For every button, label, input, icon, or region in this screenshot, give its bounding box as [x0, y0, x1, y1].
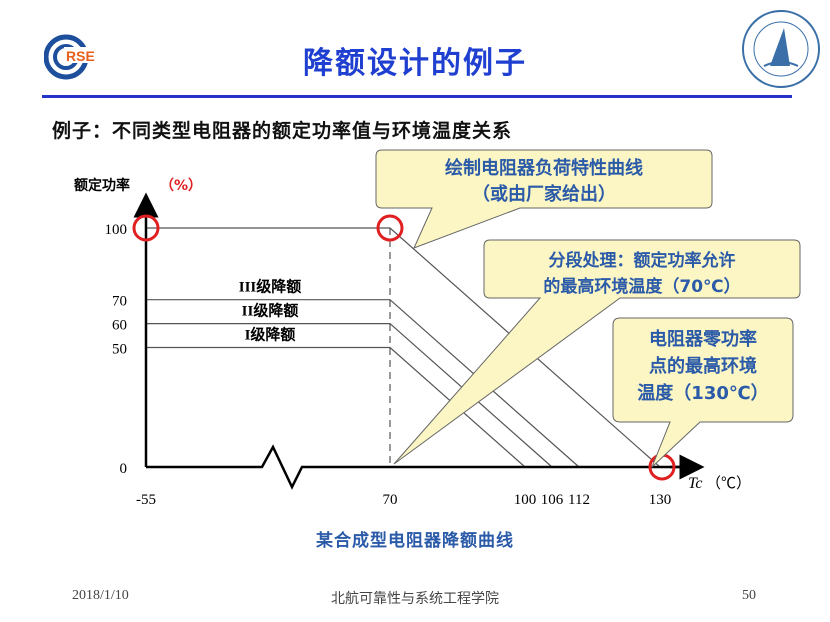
y-tick-labels: 100 70 60 50 0: [105, 222, 128, 477]
series-label: III级降额: [239, 278, 302, 296]
callout-text: 电阻器零功率: [649, 328, 757, 350]
y-tick-label: 100: [105, 222, 128, 238]
callout-text: 温度（130℃）: [637, 382, 768, 404]
x-tick-label: 130: [649, 492, 672, 508]
series-label: I级降额: [245, 326, 296, 344]
x-axis-label: Tc: [688, 475, 703, 492]
y-axis-unit: （%）: [160, 178, 202, 194]
series-line: [146, 346, 526, 468]
callout-curve: 绘制电阻器负荷特性曲线 （或由厂家给出）: [375, 149, 713, 249]
callout-text: 分段处理：额定功率允许: [549, 250, 736, 271]
callout-text: 的最高环境温度（70℃）: [543, 276, 740, 297]
x-axis-unit: （℃）: [706, 475, 751, 492]
svg-text:RSE: RSE: [66, 48, 95, 64]
footer-org: 北航可靠性与系统工程学院: [331, 592, 499, 607]
series-labels: III级降额 II级降额 I级降额: [239, 278, 302, 344]
x-tick-label: -55: [136, 492, 156, 508]
x-tick-labels: -55 70 100 106 112 130: [136, 492, 671, 508]
y-axis-label: 额定功率: [74, 177, 130, 194]
x-tick-label: 106: [541, 492, 564, 508]
x-tick-label: 100: [514, 492, 537, 508]
callout-text: （或由厂家给出）: [472, 183, 616, 205]
logo-rse: RSE: [43, 32, 106, 82]
callout-text: 绘制电阻器负荷特性曲线: [445, 157, 643, 179]
callout-text: 点的最高环境: [649, 355, 757, 377]
x-axis-with-break: [146, 444, 680, 490]
series-label: II级降额: [242, 302, 299, 320]
series-line: [146, 323, 553, 468]
callout-zero-power: 电阻器零功率 点的最高环境 温度（130℃）: [612, 317, 794, 468]
title-divider: [42, 95, 792, 98]
logo-beihang: [740, 8, 822, 90]
y-tick-label: 0: [120, 461, 128, 477]
slide-title: 降额设计的例子: [303, 46, 527, 81]
x-tick-label: 70: [383, 492, 398, 508]
footer-date: 2018/1/10: [72, 588, 129, 603]
footer-page-number: 50: [742, 588, 756, 603]
y-tick-label: 60: [112, 318, 127, 334]
series-line: [146, 299, 580, 468]
marker-circle: [376, 214, 404, 242]
slide-subtitle: 例子：不同类型电阻器的额定功率值与环境温度关系: [52, 120, 513, 142]
marker-circle: [132, 214, 160, 242]
x-tick-label: 112: [568, 492, 590, 508]
y-tick-label: 70: [112, 294, 127, 310]
callout-segment: 分段处理：额定功率允许 的最高环境温度（70℃）: [393, 239, 801, 465]
y-tick-label: 50: [112, 342, 127, 358]
chart-caption: 某合成型电阻器降额曲线: [316, 531, 514, 551]
